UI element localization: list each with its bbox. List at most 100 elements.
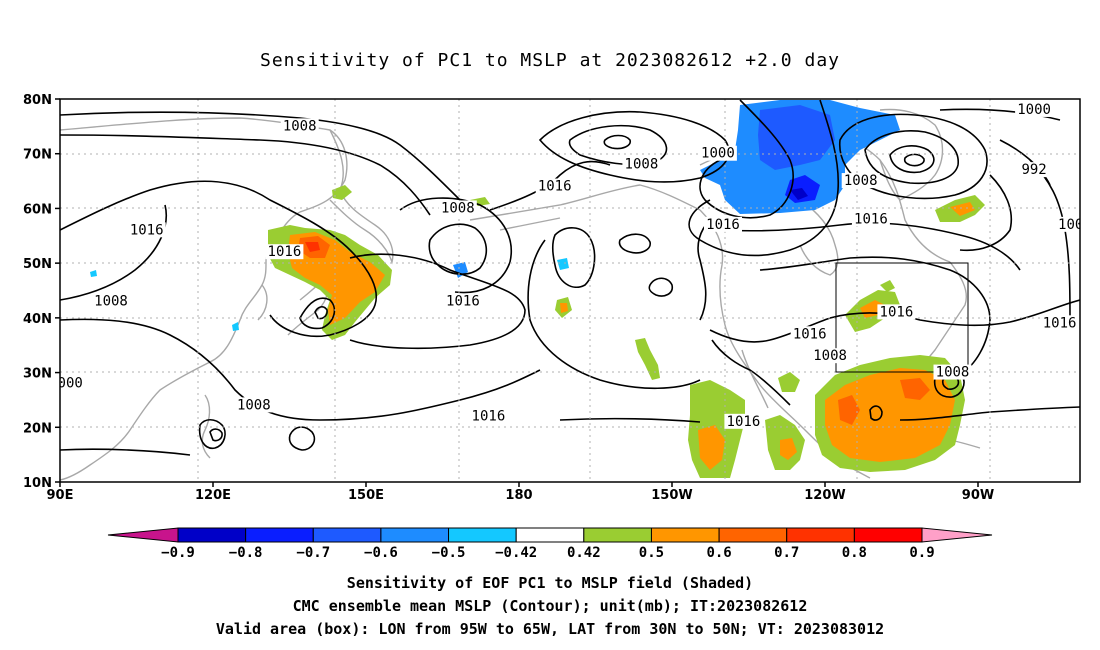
caption-line-2: CMC ensemble mean MSLP (Contour); unit(m… [292, 597, 808, 615]
contour-label-bg [790, 326, 829, 342]
colorbar-bin [448, 527, 517, 543]
map-frame [59, 98, 1081, 483]
contour-label: 1016 [793, 326, 827, 342]
contour-label-bg [841, 173, 880, 189]
contour-label-bg [265, 244, 304, 260]
contour-label-bg [60, 375, 85, 391]
contour-label-bg [877, 304, 916, 320]
contour-label: 1016 [538, 179, 572, 195]
valid-area-box [835, 262, 969, 373]
contour-label: 1008 [844, 173, 878, 189]
contour-labels: 1008 1016 1016 1008 000 1008 1008 1016 1016 1016 1… [58, 101, 1092, 430]
colorbar-label: 0.9 [909, 545, 934, 561]
colorbar-label: 0.8 [842, 545, 867, 561]
lat-tick-label: 60N [23, 202, 52, 217]
longitude-axis: 90E120E150E180150W120W90W60W [47, 482, 994, 503]
colorbar-bin [515, 527, 585, 543]
contour-label-bg [1055, 216, 1080, 232]
contour-label-bg [851, 211, 890, 227]
colorbar-label: 0.6 [706, 545, 731, 561]
contour-label-bg [1019, 162, 1049, 178]
colorbar-label: 0.42 [567, 545, 601, 561]
lat-tick-label: 80N [23, 93, 52, 108]
colorbar-bin [718, 527, 788, 543]
contour-label: 1016 [1043, 315, 1077, 331]
contour-label: 1008 [94, 293, 128, 309]
colorbar-label: −0.7 [296, 545, 330, 561]
graticule [60, 99, 1080, 482]
lat-tick-label: 30N [23, 367, 52, 382]
contour-label-bg [92, 293, 130, 309]
contour-label-bg [280, 118, 319, 134]
colorbar-label: −0.42 [495, 545, 537, 561]
contour-label-bg [698, 145, 737, 161]
contour-label-bg [724, 413, 763, 429]
lat-tick-label: 10N [23, 476, 52, 491]
contour-label: 1016 [727, 414, 761, 430]
contour-label-bg [1015, 101, 1054, 117]
mslp-contours [60, 99, 1080, 456]
contour-label: 1008 [441, 200, 475, 216]
contour-label: 1016 [880, 304, 914, 320]
lon-tick-label: 90W [962, 488, 994, 503]
contour-label-bg [811, 348, 850, 364]
contour-label: 1008 [237, 397, 271, 413]
colorbar-label: −0.5 [432, 545, 466, 561]
latitude-axis: 80N 70N 60N 50N 40N 30N 20N 10N [23, 93, 60, 491]
contour-label-bg [535, 178, 574, 194]
contour-label-bg [469, 408, 508, 424]
lat-tick-label: 50N [23, 257, 52, 272]
colorbar-bin [853, 527, 923, 543]
contour-label: 1008 [936, 365, 970, 381]
contour-label-bg [438, 200, 477, 216]
lon-tick-label: 150E [348, 488, 384, 503]
contour-label: 992 [1021, 162, 1046, 178]
map-panel: 1008 1016 1016 1008 000 1008 1008 1016 1016 1016 1… [23, 93, 1092, 503]
lon-tick-label: 150W [651, 488, 692, 503]
colorbar: −0.9 −0.8 −0.7 −0.6 −0.5 −0.42 0.42 0.5 0.6 0.7 0.… [107, 527, 993, 561]
colorbar-bin [380, 527, 450, 543]
contour-label-bg [443, 293, 482, 309]
colorbar-bin [650, 527, 720, 543]
lat-tick-label: 20N [23, 421, 52, 436]
lon-tick-label: 180 [505, 488, 532, 503]
colorbar-bin [786, 527, 855, 543]
contour-label: 000 [58, 376, 83, 392]
contour-label-bg [1040, 315, 1079, 331]
colorbar-low-end [107, 527, 179, 543]
contour-label: 1008 [625, 157, 659, 173]
caption-line-1: Sensitivity of EOF PC1 to MSLP field (Sh… [346, 574, 754, 592]
lon-tick-label: 120E [195, 488, 231, 503]
contour-label: 1016 [130, 222, 164, 238]
colorbar-label: −0.6 [364, 545, 398, 561]
contour-label: 1016 [472, 408, 506, 424]
sensitivity-shading [90, 100, 985, 478]
colorbar-bin [312, 527, 382, 543]
contour-label: 1016 [268, 244, 302, 260]
contour-label-bg [704, 216, 742, 232]
contour-label-bg [234, 397, 273, 413]
contour-label: 1016 [854, 211, 888, 227]
figure-title: Sensitivity of PC1 to MSLP at 2023082612… [259, 50, 840, 71]
colorbar-bin [177, 527, 247, 543]
colorbar-bin [583, 527, 652, 543]
contour-label-bg [127, 222, 166, 238]
lon-tick-label: 120W [804, 488, 845, 503]
colorbar-label: −0.8 [229, 545, 263, 561]
contour-label: 1000 [701, 146, 735, 162]
contour-label: 1016 [706, 217, 740, 233]
contour-label: 1008 [283, 118, 317, 134]
lat-tick-label: 70N [23, 148, 52, 163]
colorbar-high-end [921, 527, 993, 543]
caption-line-3: Valid area (box): LON from 95W to 65W, L… [215, 620, 885, 638]
contour-label-bg [933, 364, 972, 380]
contour-label: 1000 [1017, 102, 1051, 118]
colorbar-label: 0.7 [774, 545, 799, 561]
contour-label: 1016 [446, 293, 480, 309]
contour-label: 1008 [813, 348, 847, 364]
lon-tick-label: 90E [47, 488, 74, 503]
colorbar-bin [245, 527, 314, 543]
contour-label: 1008 [1058, 217, 1092, 233]
contour-label-bg [622, 156, 661, 172]
